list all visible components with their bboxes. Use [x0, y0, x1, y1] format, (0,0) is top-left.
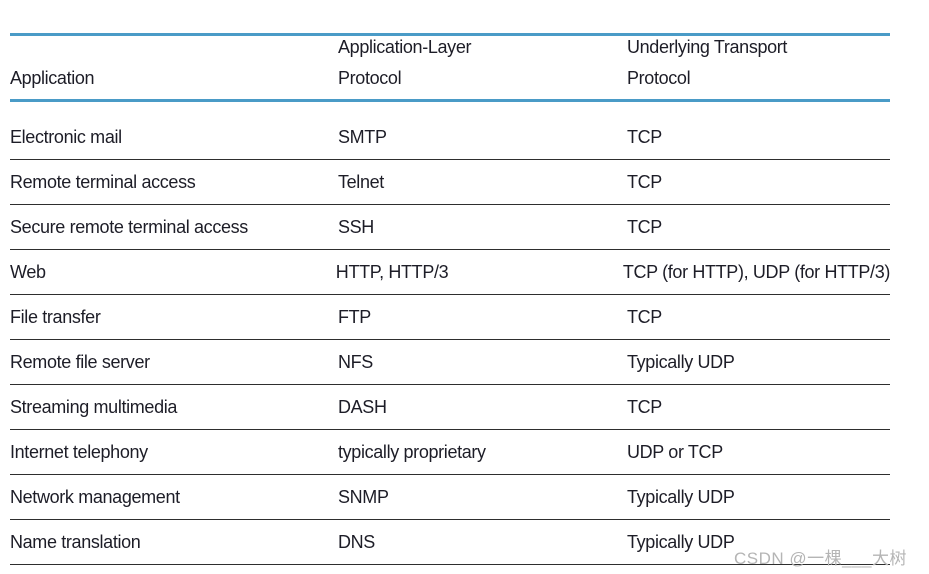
table-row: Electronic mail SMTP TCP	[10, 102, 890, 160]
header-app-layer-line1: Application-Layer	[338, 37, 472, 57]
table-row: Remote file server NFS Typically UDP	[10, 340, 890, 385]
transport-protocol-cell: Typically UDP	[627, 531, 735, 552]
csdn-watermark: CSDN @一棵___大树	[733, 549, 907, 568]
transport-protocol-cell: TCP	[627, 171, 662, 192]
application-cell: File transfer	[10, 306, 101, 327]
table-row: File transfer FTP TCP	[10, 295, 890, 340]
table-row: Internet telephony typically proprietary…	[10, 430, 890, 475]
app-protocol-cell: NFS	[338, 351, 373, 372]
application-cell: Secure remote terminal access	[10, 216, 248, 237]
header-transport-protocol: Underlying Transport Protocol	[627, 36, 890, 99]
app-protocol-cell: Telnet	[338, 171, 384, 192]
app-protocol-cell: SSH	[338, 216, 374, 237]
application-cell: Remote file server	[10, 351, 150, 372]
transport-protocol-cell: Typically UDP	[627, 486, 735, 507]
header-app-layer-protocol: Application-Layer Protocol	[338, 36, 627, 99]
transport-protocol-cell: TCP	[627, 127, 662, 147]
app-protocol-cell: SNMP	[338, 486, 389, 507]
header-transport-line2: Protocol	[627, 68, 691, 88]
application-cell: Remote terminal access	[10, 171, 196, 192]
table-row: Name translation DNS Typically UDP	[10, 520, 890, 565]
protocol-table: Application Application-Layer Protocol U…	[10, 33, 890, 565]
table-row: Web HTTP, HTTP/3 TCP (for HTTP), UDP (fo…	[10, 250, 890, 295]
application-cell: Name translation	[10, 531, 141, 552]
transport-protocol-cell: TCP	[627, 306, 662, 327]
app-protocol-cell: SMTP	[338, 127, 387, 147]
app-protocol-cell: DNS	[338, 531, 375, 552]
app-protocol-cell: typically proprietary	[338, 441, 486, 462]
application-cell: Streaming multimedia	[10, 396, 178, 417]
header-application-line2: Application	[10, 68, 95, 88]
application-cell: Network management	[10, 486, 180, 507]
transport-protocol-cell: TCP (for HTTP), UDP (for HTTP/3)	[622, 261, 891, 282]
app-protocol-cell: FTP	[338, 306, 371, 327]
table-header-row: Application Application-Layer Protocol U…	[10, 33, 890, 102]
app-protocol-cell: HTTP, HTTP/3	[335, 261, 449, 282]
application-cell: Internet telephony	[10, 441, 148, 462]
table-row: Remote terminal access Telnet TCP	[10, 160, 890, 205]
application-cell: Electronic mail	[10, 127, 122, 147]
transport-protocol-cell: TCP	[627, 396, 662, 417]
table-row: Streaming multimedia DASH TCP	[10, 385, 890, 430]
header-application: Application	[10, 36, 338, 99]
header-app-layer-line2: Protocol	[338, 68, 402, 88]
app-protocol-cell: DASH	[338, 396, 387, 417]
transport-protocol-cell: TCP	[627, 216, 662, 237]
transport-protocol-cell: UDP or TCP	[627, 441, 723, 462]
application-cell: Web	[10, 261, 46, 282]
header-transport-line1: Underlying Transport	[627, 37, 788, 57]
table-row: Secure remote terminal access SSH TCP	[10, 205, 890, 250]
transport-protocol-cell: Typically UDP	[627, 351, 735, 372]
table-row: Network management SNMP Typically UDP	[10, 475, 890, 520]
